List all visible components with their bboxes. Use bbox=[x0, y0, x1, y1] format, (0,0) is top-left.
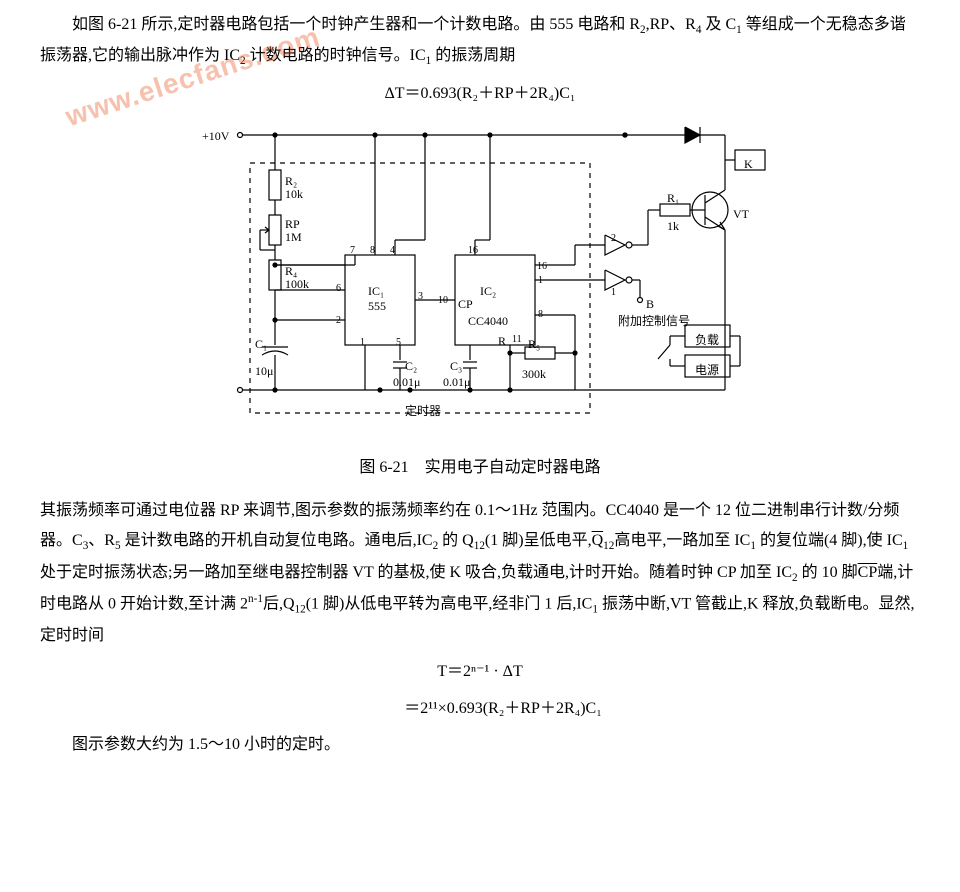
label-r1: R₁ bbox=[667, 187, 679, 210]
text: 处于定时振荡状态;另一路加至继电器控制器 VT 的基极,使 K 吸合,负载通电,… bbox=[40, 564, 792, 581]
text: 后,Q bbox=[263, 595, 295, 612]
pin6: 6 bbox=[336, 279, 341, 298]
pin1: 1 bbox=[360, 333, 365, 352]
label-cp: CP bbox=[458, 293, 473, 316]
formula-2a: T＝2ⁿ⁻¹ · ΔT bbox=[40, 657, 920, 687]
label-r5: R₅ bbox=[528, 333, 540, 356]
label-vt: VT bbox=[733, 203, 749, 226]
figure-caption: 图 6-21 实用电子自动定时器电路 bbox=[40, 453, 920, 483]
text: (1 脚)呈低电平, bbox=[485, 532, 592, 549]
pin10: 10 bbox=[438, 291, 448, 310]
pin16a: 16 bbox=[468, 241, 478, 260]
pin3: 3 bbox=[418, 287, 423, 306]
label-timer: 定时器 bbox=[405, 400, 441, 423]
formula-2b: ＝2¹¹×0.693(R₂＋RP＋2R₄)C₁ bbox=[40, 694, 920, 724]
circuit-diagram: +10V R₂ 10k RP 1M R₄ 100k C₁ 10μ IC₁ 555… bbox=[40, 115, 920, 445]
pin1b: 1 bbox=[538, 271, 543, 290]
text: 的 10 脚 bbox=[798, 564, 858, 581]
paragraph-1: 如图 6-21 所示,定时器电路包括一个时钟产生器和一个计数电路。由 555 电… bbox=[40, 10, 920, 73]
label-power: 电源 bbox=[695, 359, 719, 382]
label-addsig: 附加控制信号 bbox=[618, 310, 690, 333]
pin4: 4 bbox=[390, 241, 395, 260]
text: 是计数电路的开机自动复位电路。通电后,IC bbox=[121, 532, 433, 549]
pin8: 8 bbox=[370, 241, 375, 260]
label-ic1t: 555 bbox=[368, 295, 386, 318]
text: 高电平,一路加至 IC bbox=[614, 532, 750, 549]
label-c2v: 0.01μ bbox=[393, 371, 420, 394]
label-c3v: 0.01μ bbox=[443, 371, 470, 394]
text: 的复位端(4 脚),使 IC bbox=[756, 532, 903, 549]
label-rpv: 1M bbox=[285, 226, 302, 249]
pin8b: 8 bbox=[538, 305, 543, 324]
pin5: 5 bbox=[396, 333, 401, 352]
label-r2v: 10k bbox=[285, 183, 303, 206]
label-load: 负载 bbox=[695, 329, 719, 352]
inv2: 2 bbox=[611, 229, 616, 248]
text: ,RP、R bbox=[646, 16, 696, 33]
text: 及 C bbox=[701, 16, 736, 33]
inv1: 1 bbox=[611, 283, 616, 302]
label-k: K bbox=[744, 153, 753, 176]
pin11: 11 bbox=[512, 330, 522, 349]
text: 计数电路的时钟信号。IC bbox=[246, 47, 426, 64]
label-10v: +10V bbox=[202, 125, 229, 148]
text: 如图 6-21 所示,定时器电路包括一个时钟产生器和一个计数电路。由 555 电… bbox=[72, 16, 640, 33]
pin7: 7 bbox=[350, 241, 355, 260]
label-r1v: 1k bbox=[667, 215, 679, 238]
formula-1: ΔT＝0.693(R₂＋RP＋2R₄)C₁ bbox=[40, 79, 920, 109]
text: (1 脚)从低电平转为高电平,经非门 1 后,IC bbox=[306, 595, 593, 612]
label-c1v: 10μ bbox=[255, 360, 273, 383]
text: 的 Q bbox=[438, 532, 474, 549]
label-r: R bbox=[498, 330, 506, 353]
label-r4v: 100k bbox=[285, 273, 309, 296]
text: 的振荡周期 bbox=[431, 47, 515, 64]
pin2: 2 bbox=[336, 311, 341, 330]
label-r5v: 300k bbox=[522, 363, 546, 386]
label-ic2: IC₂ bbox=[480, 280, 496, 303]
paragraph-3: 图示参数大约为 1.5～10 小时的定时。 bbox=[40, 730, 920, 760]
text: 、R bbox=[88, 532, 115, 549]
paragraph-2: 其振荡频率可通过电位器 RP 来调节,图示参数的振荡频率约在 0.1～1Hz 范… bbox=[40, 496, 920, 652]
label-c1: C₁ bbox=[255, 333, 267, 356]
